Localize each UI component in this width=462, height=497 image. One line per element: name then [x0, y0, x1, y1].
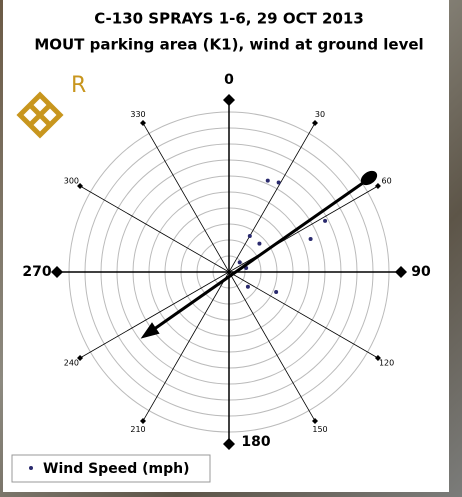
legend-marker	[29, 466, 33, 470]
spoke	[228, 271, 379, 359]
spoke-marker	[51, 266, 63, 278]
angle-label: 30	[315, 110, 325, 119]
angle-label: 0	[224, 72, 234, 88]
chart-subtitle: MOUT parking area (K1), wind at ground l…	[34, 36, 423, 54]
spoke	[228, 122, 316, 273]
spoke-marker	[140, 120, 146, 127]
spoke-marker	[140, 417, 146, 424]
data-point	[308, 237, 313, 242]
data-point	[276, 180, 281, 185]
spoke-marker	[374, 355, 381, 361]
legend-label: Wind Speed (mph)	[43, 461, 189, 477]
angle-label: 180	[241, 434, 270, 450]
spoke	[142, 271, 230, 422]
spoke-marker	[312, 417, 318, 424]
panel	[3, 0, 449, 492]
angle-label: 210	[130, 425, 145, 434]
angle-label: 330	[130, 110, 145, 119]
data-point	[237, 260, 242, 265]
polar-plot: 0 30 60 90 120 150 180 210 240 270 300 330	[22, 72, 431, 450]
spoke-marker	[312, 120, 318, 127]
spoke	[142, 122, 230, 273]
mean-wind-arrow	[140, 170, 378, 339]
data-point	[245, 284, 250, 289]
angle-label: 60	[382, 177, 392, 186]
spoke-marker	[77, 355, 84, 361]
logo-text: R	[71, 73, 86, 98]
angle-label: 270	[22, 264, 51, 280]
angle-label: 120	[379, 359, 394, 368]
data-point	[323, 218, 328, 223]
data-point	[247, 233, 252, 238]
angle-label: 150	[312, 425, 327, 434]
spoke-marker	[374, 183, 381, 189]
spoke-marker	[395, 266, 407, 278]
data-point	[257, 241, 262, 246]
spoke	[79, 185, 230, 273]
spoke-marker	[77, 183, 84, 189]
logo	[16, 91, 64, 139]
legend-box	[11, 454, 211, 483]
chart-title: C-130 SPRAYS 1-6, 29 OCT 2013	[94, 10, 364, 28]
spoke	[228, 271, 316, 422]
spoke-marker	[223, 438, 235, 450]
data-point	[274, 290, 279, 295]
angle-label: 90	[411, 264, 431, 280]
data-point	[265, 178, 270, 183]
spoke	[79, 271, 230, 359]
angle-label: 300	[64, 177, 79, 186]
angle-label: 240	[64, 359, 79, 368]
spoke-marker	[223, 94, 235, 106]
